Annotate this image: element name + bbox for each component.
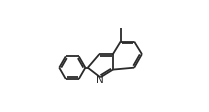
Text: N: N bbox=[97, 75, 104, 85]
